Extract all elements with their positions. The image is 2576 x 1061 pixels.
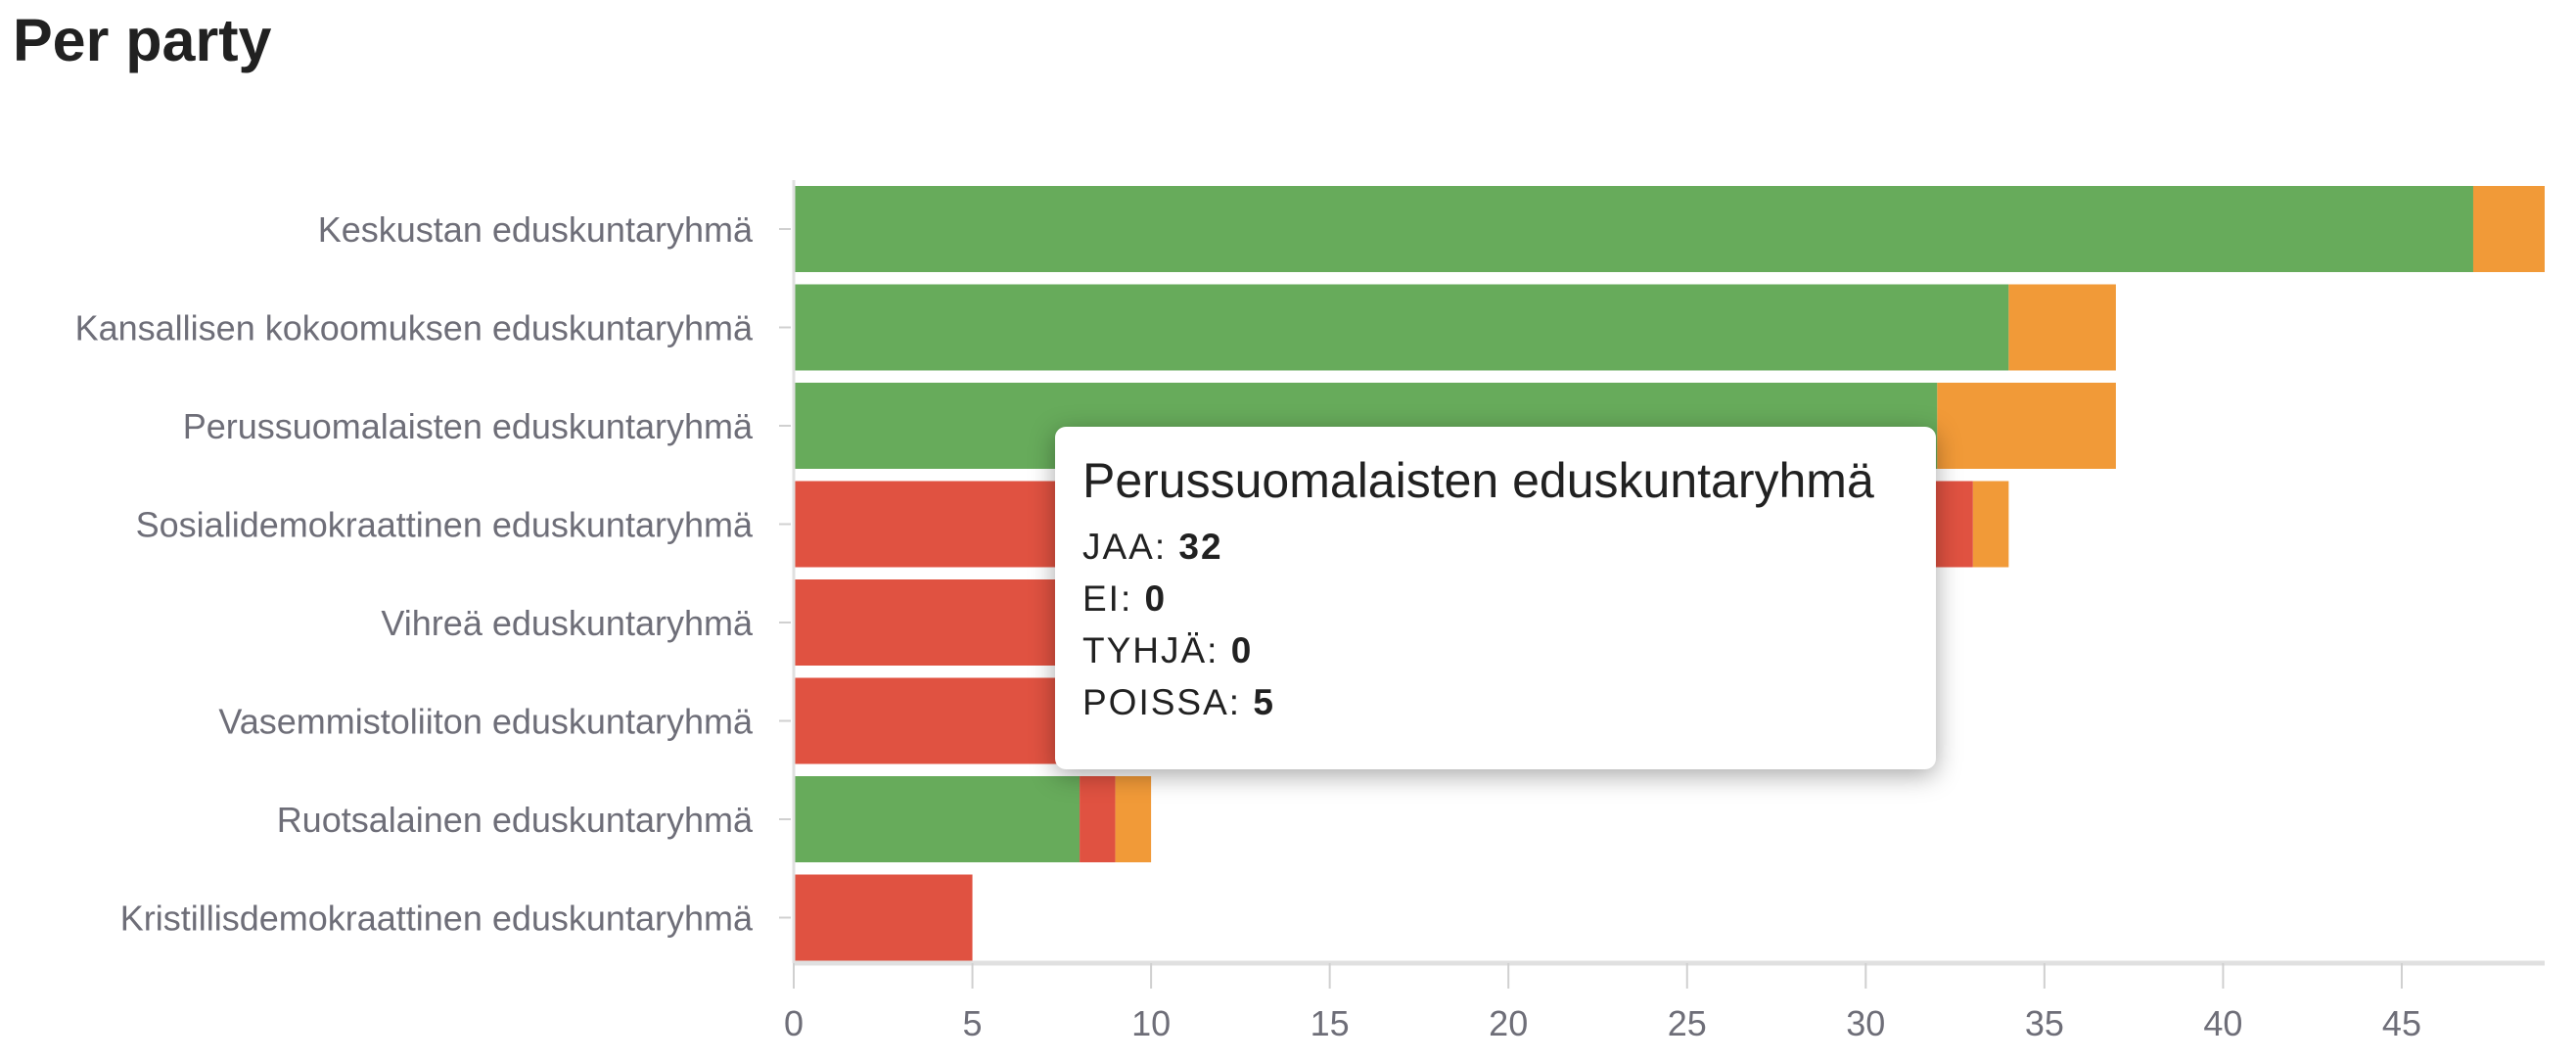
tooltip-label: EI:	[1082, 578, 1133, 619]
bar-segment-poissa[interactable]	[1115, 776, 1152, 862]
tooltip-value: 32	[1178, 527, 1223, 567]
x-tick-label: 0	[784, 1003, 804, 1043]
tooltip-row-poissa: POISSA: 5	[1082, 676, 1936, 728]
tooltip-value: 5	[1253, 682, 1275, 722]
x-axis: 0 5 10 15 20 25 30 35 40 45	[779, 180, 2545, 1043]
bar-segment-jaa[interactable]	[794, 776, 1081, 862]
x-tick-label: 5	[963, 1003, 983, 1043]
bar-segment-jaa[interactable]	[794, 284, 2009, 371]
x-tick-label: 45	[2382, 1003, 2421, 1043]
x-tick-label: 10	[1131, 1003, 1171, 1043]
category-label: Vasemmistoliiton eduskuntaryhmä	[218, 702, 754, 742]
category-label: Perussuomalaisten eduskuntaryhmä	[183, 406, 754, 446]
x-tick-label: 15	[1311, 1003, 1350, 1043]
x-tick-label: 35	[2025, 1003, 2064, 1043]
bar-segment-ei[interactable]	[1080, 776, 1116, 862]
x-tick-label: 40	[2203, 1003, 2242, 1043]
tooltip-label: TYHJÄ:	[1082, 630, 1219, 670]
tooltip-row-jaa: JAA: 32	[1082, 521, 1936, 573]
category-label: Kristillisdemokraattinen eduskuntaryhmä	[120, 899, 754, 939]
tooltip-label: JAA:	[1082, 527, 1168, 567]
category-label: Sosialidemokraattinen eduskuntaryhmä	[136, 505, 754, 545]
bar-segment-poissa[interactable]	[2472, 186, 2545, 272]
hover-tooltip: Perussuomalaisten eduskuntaryhmä JAA: 32…	[1055, 427, 1936, 769]
category-label: Vihreä eduskuntaryhmä	[381, 603, 754, 643]
category-label: Keskustan eduskuntaryhmä	[318, 209, 754, 250]
x-tick-label: 30	[1846, 1003, 1885, 1043]
tooltip-label: POISSA:	[1082, 682, 1242, 722]
x-tick-label: 20	[1489, 1003, 1528, 1043]
category-labels: Keskustan eduskuntaryhmä Kansallisen koko…	[75, 209, 754, 939]
tooltip-value: 0	[1144, 578, 1168, 619]
category-label: Kansallisen kokoomuksen eduskuntaryhmä	[75, 308, 754, 348]
bar-segment-poissa[interactable]	[1937, 383, 2116, 469]
category-label: Ruotsalainen eduskuntaryhmä	[277, 800, 754, 840]
bar-segment-ei[interactable]	[794, 874, 973, 961]
tooltip-title: Perussuomalaisten eduskuntaryhmä	[1082, 453, 1874, 508]
chart-title: Per party	[13, 7, 272, 73]
bar-segment-poissa[interactable]	[2008, 284, 2116, 371]
tooltip-row-tyhja: TYHJÄ: 0	[1082, 624, 1936, 676]
bar-segment-poissa[interactable]	[1972, 481, 2009, 568]
tooltip-value: 0	[1230, 630, 1254, 670]
bar-segment-jaa[interactable]	[794, 186, 2473, 272]
tooltip-row-ei: EI: 0	[1082, 573, 1936, 624]
x-tick-label: 25	[1668, 1003, 1707, 1043]
